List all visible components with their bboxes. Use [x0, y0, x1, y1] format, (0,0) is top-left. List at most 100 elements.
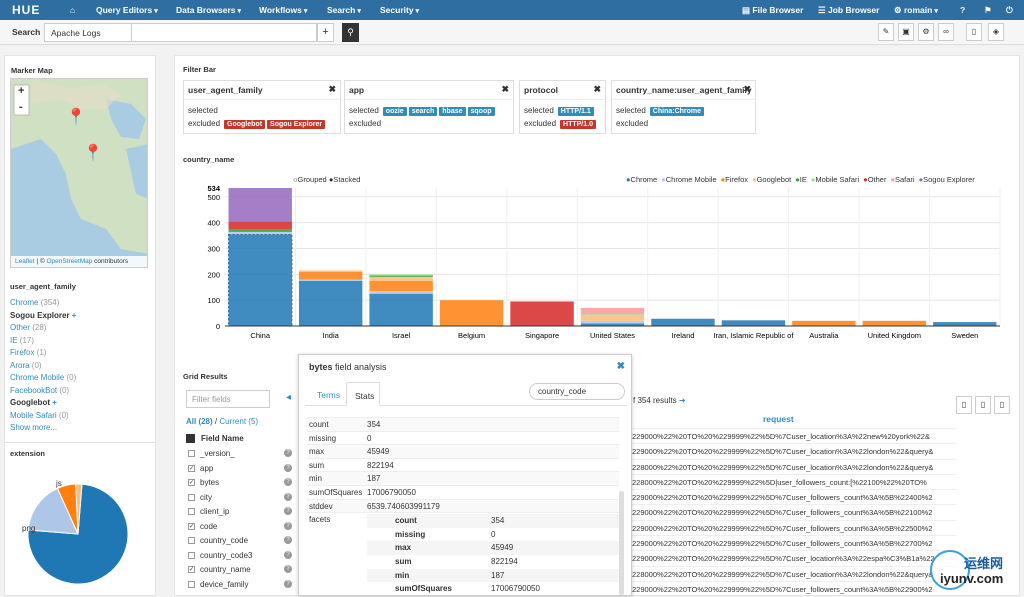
- field-name[interactable]: country_name: [200, 565, 251, 574]
- field-name[interactable]: client_ip: [200, 507, 230, 516]
- legend-item[interactable]: ●Firefox: [720, 175, 749, 184]
- facet-item[interactable]: IE (17): [10, 335, 150, 348]
- user-menu[interactable]: ⚙ romain ▾: [894, 5, 938, 15]
- field-checkbox[interactable]: [188, 537, 195, 545]
- remove-filter-icon[interactable]: ✖: [593, 84, 601, 94]
- job-browser-link[interactable]: ☰ Job Browser: [818, 5, 880, 15]
- filter-tag[interactable]: HTTP/1.0: [560, 120, 596, 129]
- field-checkbox[interactable]: ✓: [188, 566, 195, 574]
- field-name[interactable]: device_family: [200, 579, 249, 589]
- filter-fields-input[interactable]: Filter fields: [186, 390, 270, 408]
- next-page-icon[interactable]: ➜: [678, 396, 686, 405]
- select-all-checkbox[interactable]: [186, 434, 195, 444]
- request-column-header[interactable]: request: [763, 414, 794, 424]
- field-checkbox[interactable]: ✓: [188, 522, 195, 530]
- search-button[interactable]: ⚲: [342, 23, 359, 42]
- table-row[interactable]: 228000%22%20TO%20%229999%22%5D|user_foll…: [632, 473, 956, 489]
- logout-icon[interactable]: ⏻: [1006, 5, 1013, 15]
- field-analysis-icon[interactable]: ?: [284, 507, 292, 515]
- field-name[interactable]: city: [200, 492, 212, 502]
- table-row[interactable]: 229000%22%20TO%20%229999%22%5D%7Cuser_fo…: [632, 519, 956, 535]
- map-marker-icon[interactable]: 📍: [83, 145, 103, 162]
- edit-icon[interactable]: ✎: [878, 23, 894, 41]
- save-icon[interactable]: ▣: [898, 23, 914, 41]
- legend-item[interactable]: ●Mobile Safari: [810, 175, 860, 184]
- current-fields-link[interactable]: Current (5): [219, 417, 259, 426]
- facet-name[interactable]: Chrome: [10, 298, 39, 307]
- stacked-radio[interactable]: ●Stacked: [328, 175, 361, 184]
- field-checkbox[interactable]: ✓: [188, 464, 195, 472]
- field-analysis-icon[interactable]: ?: [284, 492, 292, 501]
- field-analysis-icon[interactable]: ?: [284, 521, 292, 530]
- field-checkbox[interactable]: [188, 450, 195, 458]
- filter-tag[interactable]: sqoop: [467, 107, 495, 116]
- tab-terms[interactable]: Terms: [317, 390, 341, 400]
- facet-item[interactable]: Mobile Safari (0): [10, 410, 150, 423]
- zoom-out-button[interactable]: -: [19, 101, 23, 113]
- facet-name[interactable]: Other: [10, 323, 31, 332]
- facet-field-input[interactable]: country_code: [529, 383, 625, 400]
- facet-item[interactable]: Other (28): [10, 322, 150, 335]
- field-analysis-icon[interactable]: ?: [284, 565, 292, 573]
- menu-workflows[interactable]: Workflows ▾: [259, 5, 308, 15]
- remove-filter-icon[interactable]: ✖: [328, 84, 336, 94]
- filter-tag[interactable]: Sogou Explorer: [267, 120, 326, 129]
- facet-item[interactable]: Googlebot +: [10, 397, 150, 410]
- filter-tag[interactable]: Googlebot: [224, 120, 266, 129]
- close-icon[interactable]: ✖: [616, 361, 625, 372]
- field-analysis-icon[interactable]: ?: [284, 463, 292, 472]
- filter-tag[interactable]: HTTP/1.1: [557, 107, 594, 116]
- menu-query-editors[interactable]: Query Editors ▾: [96, 5, 158, 15]
- field-analysis-icon[interactable]: ?: [284, 478, 292, 486]
- menu-data-browsers[interactable]: Data Browsers ▾: [176, 5, 242, 15]
- table-row[interactable]: 229000%22%20TO%20%229999%22%5D%7Cuser_lo…: [632, 550, 956, 565]
- field-checkbox[interactable]: [188, 551, 195, 559]
- legend-item[interactable]: ●Safari: [890, 175, 915, 184]
- facet-item[interactable]: Firefox (1): [10, 347, 150, 360]
- field-name[interactable]: country_code: [200, 536, 249, 545]
- table-row[interactable]: 229000%22%20TO%20%229999%22%5D%7Cuser_fo…: [632, 580, 956, 596]
- menu-security[interactable]: Security ▾: [380, 5, 420, 15]
- remove-filter-icon[interactable]: ✖: [743, 84, 751, 94]
- add-query-button[interactable]: +: [317, 23, 334, 42]
- facet-name[interactable]: Arora: [10, 360, 30, 370]
- table-row[interactable]: 229000%22%20TO%20%229999%22%5D%7Cuser_lo…: [632, 443, 956, 458]
- table-row[interactable]: 229000%22%20TO%20%229999%22%5D%7Cuser_fo…: [632, 535, 956, 550]
- legend-item[interactable]: ●Other: [863, 175, 887, 184]
- field-checkbox[interactable]: [188, 493, 195, 501]
- link-icon[interactable]: ∞: [938, 23, 954, 41]
- facet-name[interactable]: Sogou Explorer: [10, 310, 70, 320]
- field-name[interactable]: bytes: [200, 478, 220, 487]
- table-row[interactable]: 228000%22%20TO%20%229999%22%5D%7Cuser_lo…: [632, 458, 956, 474]
- facet-item[interactable]: Chrome Mobile (0): [10, 372, 150, 385]
- field-analysis-icon[interactable]: ?: [284, 579, 292, 588]
- collection-select[interactable]: Apache Logs: [44, 23, 132, 42]
- table-row[interactable]: 229000%22%20TO%20%229999%22%5D%7Cuser_fo…: [632, 489, 956, 504]
- marker-map[interactable]: + - 📍 📍 Leaflet | © OpenStreetMap contri…: [10, 78, 148, 268]
- add-filter-icon[interactable]: +: [50, 398, 57, 407]
- field-checkbox[interactable]: ✓: [188, 479, 195, 487]
- download-json-icon[interactable]: ▯: [994, 396, 1010, 414]
- facet-name[interactable]: FacebookBot: [10, 385, 58, 395]
- legend-item[interactable]: ●IE: [795, 175, 807, 184]
- flag-icon[interactable]: ⚑: [984, 5, 992, 15]
- query-input[interactable]: [131, 23, 317, 42]
- field-name[interactable]: code: [200, 521, 218, 531]
- download-xls-icon[interactable]: ▯: [975, 396, 991, 414]
- legend-item[interactable]: ●Sogou Explorer: [918, 175, 975, 184]
- tab-stats[interactable]: Stats: [346, 382, 380, 406]
- field-checkbox[interactable]: [188, 508, 195, 516]
- facet-name[interactable]: Mobile Safari: [10, 410, 57, 420]
- show-more-link[interactable]: Show more...: [10, 423, 58, 432]
- facet-name[interactable]: Firefox: [10, 348, 35, 357]
- legend-item[interactable]: ●Googlebot: [752, 175, 792, 184]
- menu-search[interactable]: Search ▾: [327, 5, 361, 15]
- add-filter-icon[interactable]: +: [69, 310, 77, 320]
- table-row[interactable]: 229000%22%20TO%20%229999%22%5D%7Cuser_fo…: [632, 504, 956, 519]
- help-icon[interactable]: ?: [960, 5, 966, 15]
- field-name[interactable]: _version_: [200, 449, 235, 458]
- filter-tag[interactable]: search: [408, 107, 438, 116]
- facet-name[interactable]: Googlebot: [10, 398, 50, 407]
- remove-filter-icon[interactable]: ✖: [501, 84, 509, 94]
- filter-tag[interactable]: China:Chrome: [649, 107, 705, 116]
